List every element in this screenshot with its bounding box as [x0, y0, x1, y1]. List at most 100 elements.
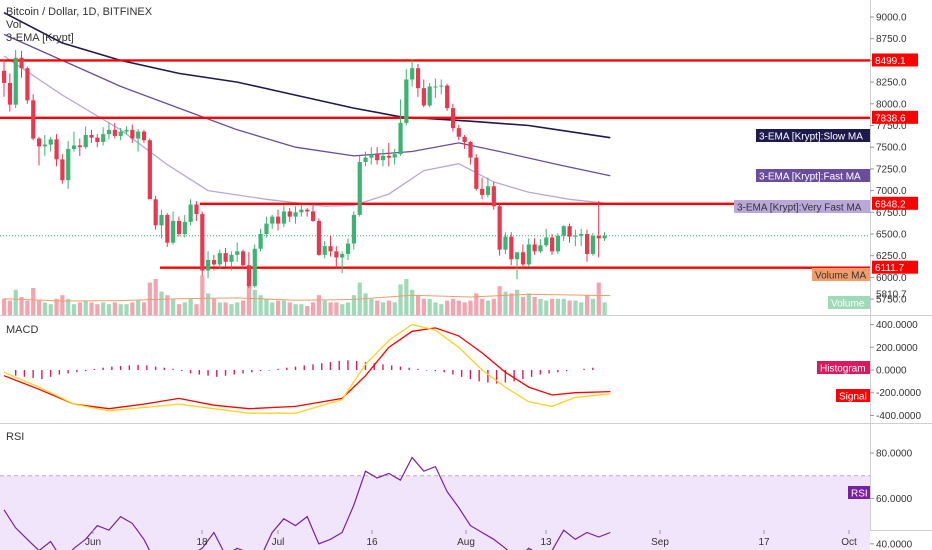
candle-body	[369, 154, 374, 158]
x-tick-label: Aug	[457, 537, 475, 548]
candle-body	[509, 236, 514, 260]
volume-bar	[491, 298, 496, 315]
candle-body	[491, 186, 496, 207]
volume-bar	[246, 284, 252, 315]
volume-bar	[42, 302, 48, 315]
volume-bar	[95, 304, 100, 315]
fast-ma-tag-bg	[756, 169, 870, 182]
candle-body	[316, 220, 322, 255]
x-tick-label: 16	[366, 537, 378, 548]
candle-body	[31, 100, 36, 139]
y-tick-label: 40.0000	[876, 539, 913, 550]
candle-body	[66, 148, 71, 181]
y-tick-label: 9000.0	[876, 13, 907, 24]
candle-body	[124, 129, 129, 132]
candle-body	[281, 211, 287, 224]
fast-ma-line	[3, 33, 611, 177]
candle-body	[147, 140, 152, 200]
volume-bar	[60, 295, 65, 315]
candle-body	[462, 136, 467, 142]
volume-bar	[392, 302, 397, 315]
candle-body	[287, 211, 292, 217]
candle-body	[573, 235, 578, 237]
candle-body	[71, 145, 77, 149]
volume-bar	[299, 304, 304, 315]
candle-body	[171, 220, 176, 243]
x-tick-label: Jun	[85, 537, 101, 548]
volume-bar	[316, 295, 322, 315]
volume-bar	[433, 302, 438, 315]
x-tick-label: Sep	[651, 537, 669, 548]
rsi-line	[3, 456, 611, 550]
volume-bar	[573, 300, 578, 315]
volume-bar	[165, 295, 170, 315]
very-fast-ma-line	[3, 55, 611, 207]
candle-body	[410, 68, 415, 80]
candle-body	[60, 159, 65, 181]
x-tick-label: Oct	[841, 537, 857, 548]
signal-tag-bg	[836, 389, 870, 402]
volume-bar	[235, 302, 240, 315]
candle-body	[415, 68, 421, 89]
price-level-tag: 7838.6	[875, 113, 906, 124]
volume-bar	[36, 300, 42, 315]
volume-bar	[345, 302, 351, 315]
price-level-tag-bg	[872, 110, 918, 124]
volume-bar	[404, 279, 409, 315]
candle-body	[357, 161, 362, 215]
volume-bar	[171, 298, 176, 315]
rsi-pane	[0, 456, 870, 550]
candle-body	[474, 157, 479, 189]
candle-body	[468, 141, 473, 158]
y-tick-label: 8000.0	[876, 99, 907, 110]
candle-body	[264, 223, 269, 234]
volume-bar	[206, 293, 211, 315]
volume-bar	[497, 286, 502, 315]
candle-body	[13, 57, 18, 105]
very-fast-ma-tag: 3-EMA [Krypt]:Very Fast MA	[737, 203, 862, 214]
y-tick-label: 7250.0	[876, 164, 907, 175]
volume-bar	[2, 298, 7, 315]
volume-bar	[369, 298, 374, 315]
candle-body	[322, 246, 327, 255]
x-tick-label: Jul	[272, 537, 285, 548]
candle-body	[445, 85, 450, 109]
candle-body	[293, 212, 298, 217]
volume-bar	[71, 304, 77, 315]
volume-bar	[241, 300, 246, 315]
volume-ma-line	[3, 293, 611, 302]
volume-tag: Volume	[831, 299, 865, 310]
candle-body	[258, 234, 263, 249]
volume-bar	[112, 302, 117, 315]
candle-body	[153, 199, 158, 226]
candle-body	[241, 251, 246, 266]
candle-body	[77, 145, 82, 148]
candle-body	[532, 244, 537, 252]
volume-bar	[585, 295, 590, 315]
candle-body	[515, 252, 520, 260]
slow-ma-line	[3, 11, 611, 139]
volume-bar	[351, 295, 356, 315]
rsi-tag: RSI	[851, 489, 868, 500]
volume-ma-tag: Volume MA	[815, 271, 866, 282]
volume-bar	[590, 298, 596, 315]
volume-bar	[386, 300, 391, 315]
y-tick-label: 8750.0	[876, 34, 907, 45]
volume-bar	[485, 300, 491, 315]
y-tick-label: 400.0000	[876, 320, 918, 331]
candle-body	[602, 235, 607, 239]
candle-body	[404, 79, 409, 123]
volume-bar	[509, 293, 514, 315]
y-tick-label: 5750.0	[876, 295, 907, 306]
candle-body	[54, 139, 59, 160]
candle-body	[328, 246, 333, 252]
grid	[0, 0, 932, 531]
signal-line	[3, 323, 611, 414]
candle-body	[433, 86, 438, 88]
rsi-band	[0, 475, 870, 550]
candle-body	[305, 209, 310, 212]
rsi-tag-bg	[848, 486, 870, 499]
candle-body	[456, 128, 461, 137]
axes: 9000.08750.08500.08250.08000.07750.07500…	[85, 13, 922, 550]
